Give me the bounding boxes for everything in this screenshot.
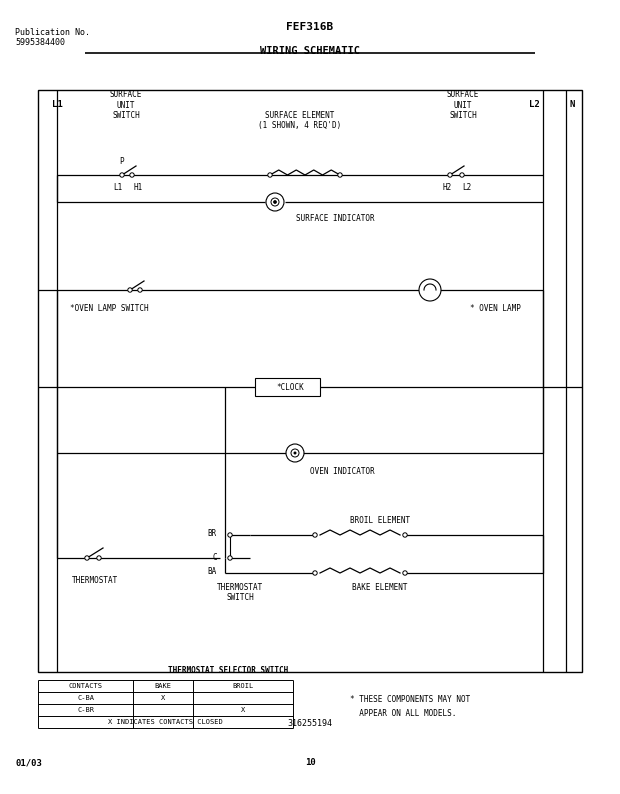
- Text: 10: 10: [304, 758, 316, 767]
- Circle shape: [266, 193, 284, 211]
- Circle shape: [85, 556, 89, 561]
- Text: L2: L2: [529, 100, 540, 109]
- Text: CONTACTS: CONTACTS: [68, 683, 102, 689]
- Text: FEF316B: FEF316B: [286, 22, 334, 32]
- Text: OVEN INDICATOR: OVEN INDICATOR: [310, 467, 374, 476]
- Text: C: C: [213, 553, 217, 561]
- Text: L1: L1: [113, 183, 123, 192]
- Text: BA: BA: [208, 568, 217, 576]
- Text: X: X: [161, 695, 165, 701]
- Text: *OVEN LAMP SWITCH: *OVEN LAMP SWITCH: [70, 304, 149, 313]
- Text: SURFACE
UNIT
SWITCH: SURFACE UNIT SWITCH: [110, 91, 142, 120]
- Text: H2: H2: [443, 183, 451, 192]
- Circle shape: [138, 287, 142, 292]
- Text: C-BA: C-BA: [77, 695, 94, 701]
- Text: * THESE COMPONENTS MAY NOT: * THESE COMPONENTS MAY NOT: [350, 696, 470, 704]
- Circle shape: [313, 571, 317, 575]
- Circle shape: [419, 279, 441, 301]
- Text: BAKE ELEMENT: BAKE ELEMENT: [352, 583, 408, 592]
- Text: SURFACE
UNIT
SWITCH: SURFACE UNIT SWITCH: [447, 91, 479, 120]
- Text: * OVEN LAMP: * OVEN LAMP: [470, 304, 521, 313]
- Circle shape: [286, 444, 304, 462]
- Circle shape: [120, 173, 124, 177]
- Text: N: N: [569, 100, 574, 109]
- Text: SURFACE INDICATOR: SURFACE INDICATOR: [296, 214, 374, 223]
- Circle shape: [271, 198, 279, 206]
- Circle shape: [403, 571, 407, 575]
- Text: BAKE: BAKE: [154, 683, 172, 689]
- Text: 01/03: 01/03: [15, 758, 42, 767]
- Circle shape: [228, 533, 232, 538]
- Text: THERMOSTAT: THERMOSTAT: [72, 576, 118, 585]
- Circle shape: [268, 173, 272, 177]
- Text: 316255194: 316255194: [288, 719, 332, 729]
- Text: *CLOCK: *CLOCK: [277, 383, 304, 391]
- Circle shape: [403, 533, 407, 538]
- Text: X: X: [241, 707, 245, 713]
- Text: THERMOSTAT SELECTOR SWITCH: THERMOSTAT SELECTOR SWITCH: [168, 666, 288, 675]
- Text: THERMOSTAT
SWITCH: THERMOSTAT SWITCH: [217, 583, 263, 603]
- Text: L2: L2: [463, 183, 472, 192]
- Text: BROIL: BROIL: [232, 683, 254, 689]
- Text: Publication No.: Publication No.: [15, 28, 90, 37]
- Text: L1: L1: [51, 100, 63, 109]
- Circle shape: [338, 173, 342, 177]
- Text: BROIL ELEMENT: BROIL ELEMENT: [350, 516, 410, 525]
- Bar: [255, 378, 320, 396]
- Circle shape: [97, 556, 101, 561]
- Text: X INDICATES CONTACTS CLOSED: X INDICATES CONTACTS CLOSED: [108, 719, 223, 725]
- Circle shape: [460, 173, 464, 177]
- Circle shape: [448, 173, 452, 177]
- Text: BR: BR: [208, 530, 217, 538]
- Circle shape: [313, 533, 317, 538]
- Circle shape: [273, 201, 277, 203]
- Circle shape: [228, 556, 232, 561]
- Text: H1: H1: [133, 183, 143, 192]
- Text: SURFACE ELEMENT
(1 SHOWN, 4 REQ'D): SURFACE ELEMENT (1 SHOWN, 4 REQ'D): [259, 110, 342, 130]
- Circle shape: [130, 173, 134, 177]
- Text: 5995384400: 5995384400: [15, 38, 65, 47]
- Text: APPEAR ON ALL MODELS.: APPEAR ON ALL MODELS.: [350, 710, 456, 719]
- Circle shape: [291, 449, 299, 457]
- Text: WIRING SCHEMATIC: WIRING SCHEMATIC: [260, 46, 360, 56]
- Text: P: P: [120, 157, 125, 166]
- Circle shape: [293, 452, 296, 454]
- Text: C-BR: C-BR: [77, 707, 94, 713]
- Circle shape: [128, 287, 132, 292]
